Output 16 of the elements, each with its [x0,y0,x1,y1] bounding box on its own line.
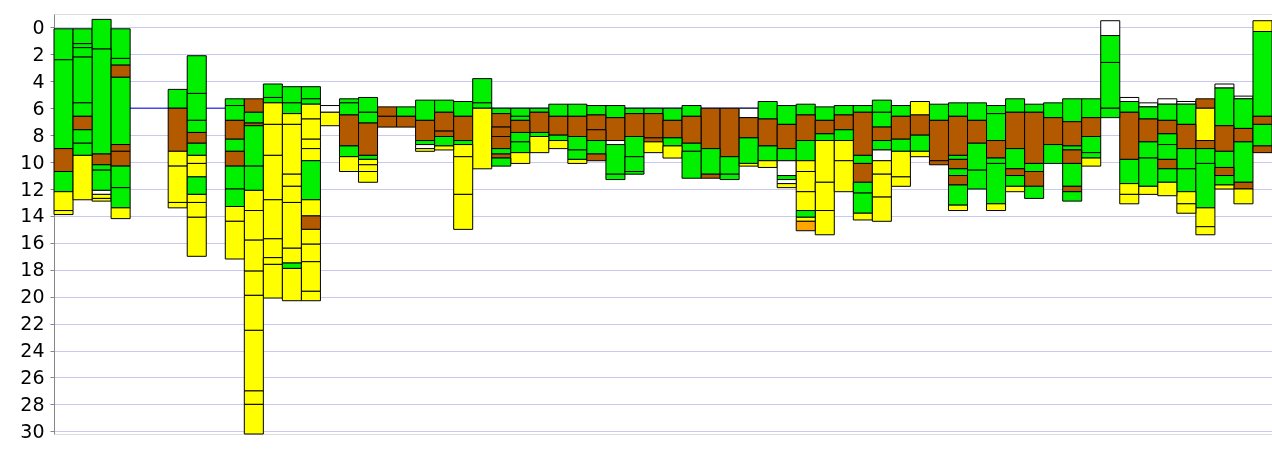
y-tick-label: 6 [32,96,45,119]
y-tick-label: 18 [20,258,45,281]
y-tick-label: 26 [20,365,45,388]
y-tick-label: 10 [20,150,45,173]
y-tick-label: 2 [32,42,45,65]
y-tick-label: 12 [20,177,45,200]
y-tick-label: 20 [20,285,45,308]
y-tick-label: 16 [20,231,45,254]
y-tick-label: 22 [20,312,45,335]
y-tick-label: 24 [20,339,45,362]
y-tick-label: 28 [20,392,45,415]
y-tick-label: 8 [32,123,45,146]
y-tick-label: 30 [20,419,45,442]
y-tick-label: 14 [20,204,45,227]
y-tick-label: 4 [32,69,45,92]
y-tick-label: 0 [32,15,45,38]
